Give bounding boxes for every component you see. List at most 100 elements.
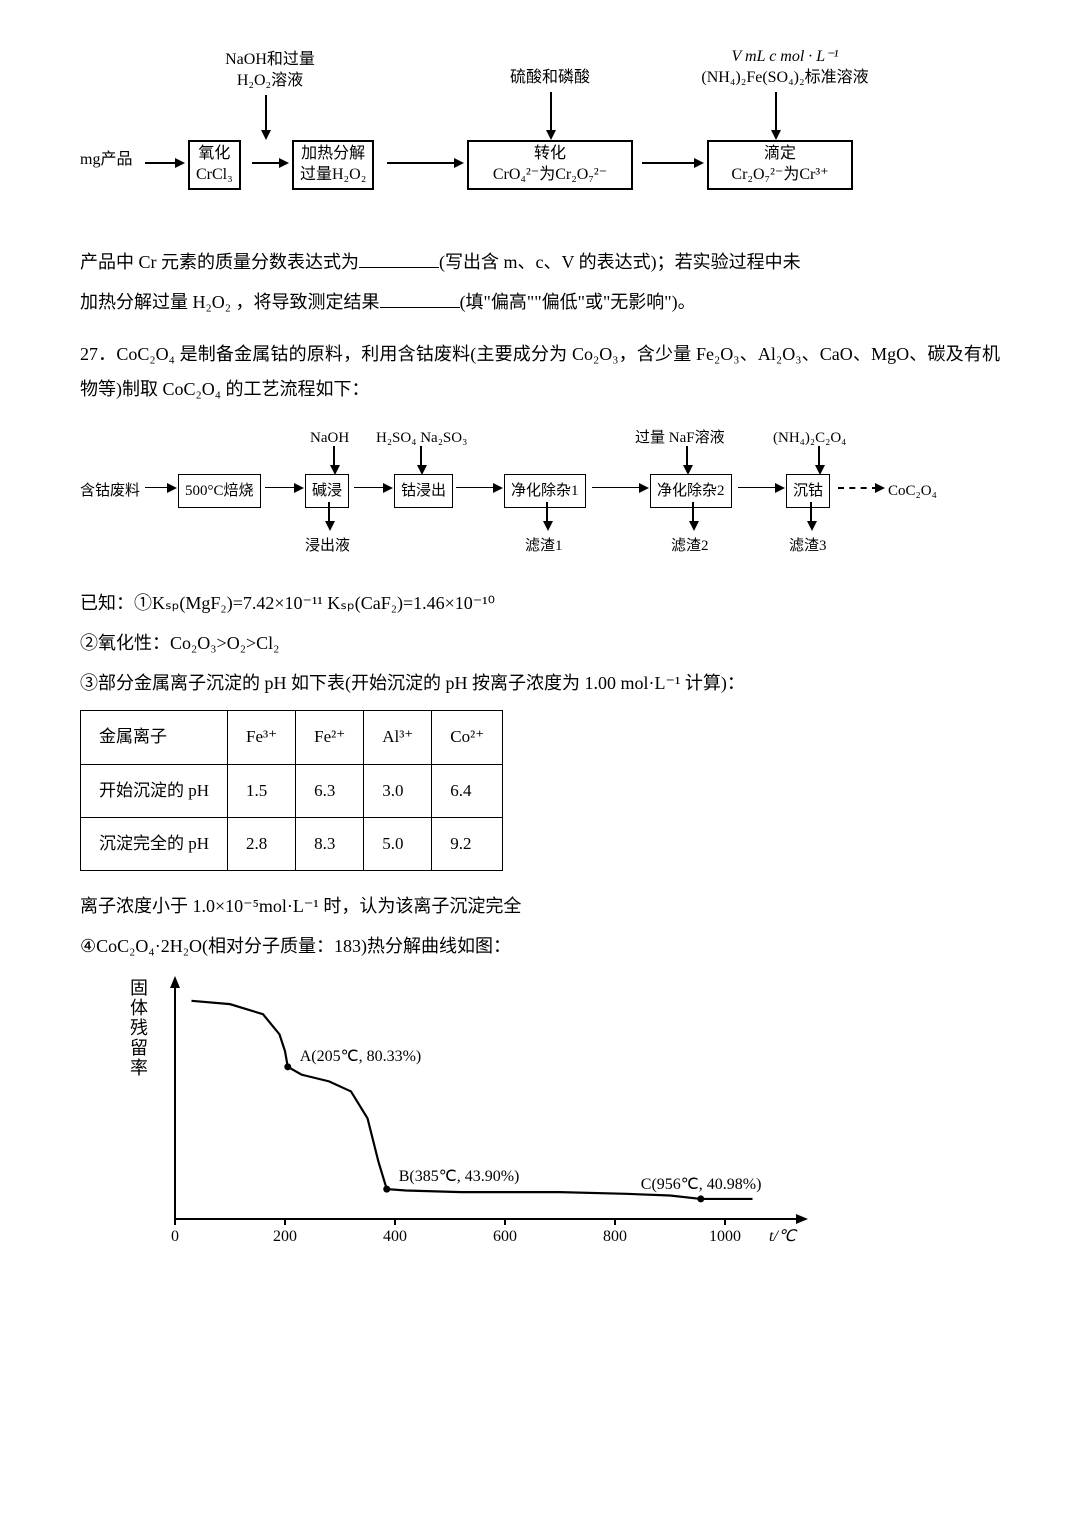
step-box: 500°C焙烧 xyxy=(178,474,261,509)
cell: Fe³⁺ xyxy=(228,711,296,764)
dashed-arrow xyxy=(838,487,878,489)
table-row: 沉淀完全的 pH 2.8 8.3 5.0 9.2 xyxy=(81,817,503,870)
svg-text:t/℃: t/℃ xyxy=(769,1228,798,1245)
output: 滤渣1 xyxy=(525,532,563,561)
flow-diagram-2: NaOH H₂SO₄ Na₂SO₃ 过量 NaF溶液 (NH₄)₂C₂O₄ 含钴… xyxy=(80,424,1000,564)
cell: Fe²⁺ xyxy=(296,711,364,764)
svg-text:600: 600 xyxy=(493,1228,517,1245)
arrow-head xyxy=(775,483,785,493)
svg-text:留: 留 xyxy=(130,1038,148,1058)
reagent: NaOH xyxy=(310,424,349,453)
cell: 1.5 xyxy=(228,764,296,817)
question-text-1: 产品中 Cr 元素的质量分数表达式为(写出含 m、c、V 的表达式)；若实验过程… xyxy=(80,245,1000,279)
arrow-head xyxy=(325,521,335,531)
cell: 9.2 xyxy=(432,817,503,870)
known-4: ④CoC₂O₄·2H₂O(相对分子质量：183)热分解曲线如图： xyxy=(80,929,1000,963)
arrow-head xyxy=(543,521,553,531)
arrow-head xyxy=(639,483,649,493)
reagent: H₂SO₄ Na₂SO₃ xyxy=(376,424,467,453)
text: (填"偏高""偏低"或"无影响")。 xyxy=(460,292,696,312)
arrow xyxy=(265,487,297,489)
known-2: ②氧化性：Co₂O₃>O₂>Cl₂ xyxy=(80,626,1000,660)
fill-blank xyxy=(359,267,439,268)
step-box: 净化除杂1 xyxy=(504,474,586,509)
ph-table: 金属离子 Fe³⁺ Fe²⁺ Al³⁺ Co²⁺ 开始沉淀的 pH 1.5 6.… xyxy=(80,710,503,871)
cell: Al³⁺ xyxy=(364,711,432,764)
box-line: 过量H₂O₂ xyxy=(300,166,366,183)
svg-text:400: 400 xyxy=(383,1228,407,1245)
arrow xyxy=(738,487,778,489)
reagent-label-3: V mL c mol · L⁻¹ (NH₄)₂Fe(SO₄)₂标准溶液 xyxy=(655,47,915,89)
text: 产品中 Cr 元素的质量分数表达式为 xyxy=(80,252,359,272)
arrow-head xyxy=(167,483,177,493)
known-3: ③部分金属离子沉淀的 pH 如下表(开始沉淀的 pH 按离子浓度为 1.00 m… xyxy=(80,666,1000,700)
arrow-head xyxy=(383,483,393,493)
box-line: 滴定 xyxy=(764,145,796,162)
arrow xyxy=(387,162,457,164)
box-line: 氧化 xyxy=(198,145,230,162)
svg-text:B(385℃, 43.90%): B(385℃, 43.90%) xyxy=(399,1168,520,1185)
process-box-3: 转化 CrO₄²⁻为Cr₂O₇²⁻ xyxy=(467,140,633,190)
arrow xyxy=(145,162,178,164)
svg-text:0: 0 xyxy=(171,1228,179,1245)
output: 浸出液 xyxy=(305,532,350,561)
box-line: 加热分解 xyxy=(301,145,365,162)
arrow-head xyxy=(771,130,781,140)
known-1: 已知：①Kₛₚ(MgF₂)=7.42×10⁻¹¹ Kₛₚ(CaF₂)=1.46×… xyxy=(80,586,1000,620)
reagent: (NH₄)₂C₂O₄ xyxy=(773,424,846,453)
cell: 金属离子 xyxy=(81,711,228,764)
cell: 3.0 xyxy=(364,764,432,817)
output: 滤渣2 xyxy=(671,532,709,561)
cell: Co²⁺ xyxy=(432,711,503,764)
svg-text:200: 200 xyxy=(273,1228,297,1245)
arrow xyxy=(252,162,282,164)
output: 滤渣3 xyxy=(789,532,827,561)
reagent: 过量 NaF溶液 xyxy=(635,424,725,453)
cell: 8.3 xyxy=(296,817,364,870)
cell: 6.3 xyxy=(296,764,364,817)
input-label: mg产品 xyxy=(80,150,132,171)
process-box-2: 加热分解 过量H₂O₂ xyxy=(292,140,374,190)
step-box: 钴浸出 xyxy=(394,474,453,509)
question-text-2: 加热分解过量 H₂O₂ ，将导致测定结果 (填"偏高""偏低"或"无影响")。 xyxy=(80,285,1000,319)
flow-diagram-1: NaOH和过量H₂O₂溶液 硫酸和磷酸 V mL c mol · L⁻¹ (NH… xyxy=(80,50,1000,220)
arrow-down-1 xyxy=(265,95,267,133)
text: 加热分解过量 H₂O₂ ，将导致测定结果 xyxy=(80,292,380,312)
arrow-head xyxy=(279,158,289,168)
note-text: 离子浓度小于 1.0×10⁻⁵mol·L⁻¹ 时，认为该离子沉淀完全 xyxy=(80,889,1000,923)
step-box: 净化除杂2 xyxy=(650,474,732,509)
label-text: 硫酸和磷酸 xyxy=(510,69,590,86)
arrow-head xyxy=(807,521,817,531)
arrow xyxy=(354,487,386,489)
question-27: 27．CoC₂O₄ 是制备金属钴的原料，利用含钴废料(主要成分为 Co₂O₃，含… xyxy=(80,337,1000,405)
arrow-head xyxy=(493,483,503,493)
arrow-head xyxy=(261,130,271,140)
arrow-head xyxy=(454,158,464,168)
arrow-down-3 xyxy=(775,92,777,133)
arrow xyxy=(592,487,642,489)
step-box: 沉钴 xyxy=(786,474,830,509)
box-line: 转化 xyxy=(534,145,566,162)
chart-svg: 02004006008001000t/℃固体残留率A(205℃, 80.33%)… xyxy=(110,974,810,1254)
label-line1: V mL c mol · L⁻¹ xyxy=(732,48,839,65)
svg-text:C(956℃, 40.98%): C(956℃, 40.98%) xyxy=(641,1176,762,1193)
arrow xyxy=(456,487,496,489)
input-label: 含钴废料 xyxy=(80,477,140,506)
arrow-head xyxy=(546,130,556,140)
box-line: CrO₄²⁻为Cr₂O₇²⁻ xyxy=(493,166,607,183)
arrow-head xyxy=(294,483,304,493)
cell: 5.0 xyxy=(364,817,432,870)
svg-text:残: 残 xyxy=(130,1018,148,1038)
process-box-1: 氧化 CrCl₃ xyxy=(188,140,241,190)
box-line: CrCl₃ xyxy=(196,166,233,183)
svg-text:A(205℃, 80.33%): A(205℃, 80.33%) xyxy=(300,1047,422,1064)
arrow-down-2 xyxy=(550,92,552,133)
step-box: 碱浸 xyxy=(305,474,349,509)
arrow-head xyxy=(689,521,699,531)
output-label: CoC₂O₄ xyxy=(888,477,937,506)
arrow-head xyxy=(875,483,885,493)
input-text: mg产品 xyxy=(80,151,132,168)
label-text: NaOH和过量H₂O₂溶液 xyxy=(225,51,315,89)
svg-text:率: 率 xyxy=(130,1058,148,1078)
box-line: Cr₂O₇²⁻为Cr³⁺ xyxy=(731,166,828,183)
